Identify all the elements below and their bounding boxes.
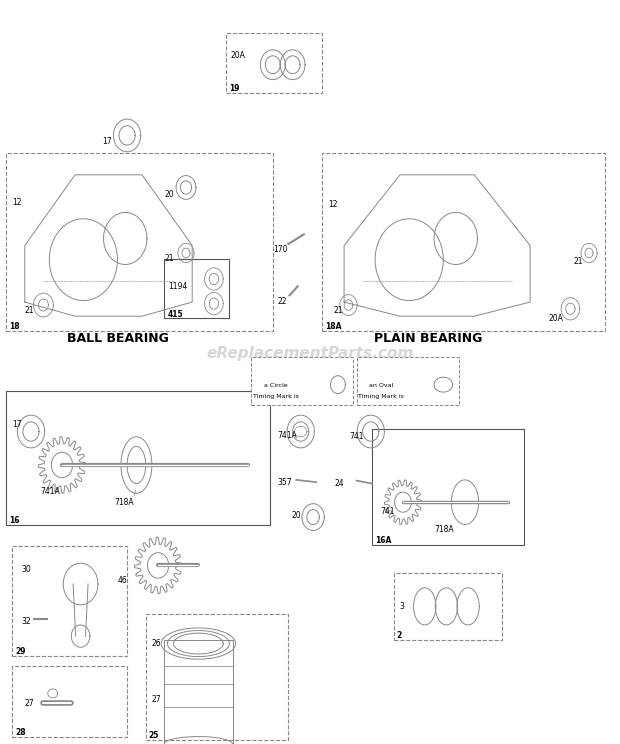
Text: 170: 170 — [273, 245, 287, 254]
Text: 1194: 1194 — [169, 282, 188, 291]
Text: 3: 3 — [400, 602, 405, 611]
FancyBboxPatch shape — [322, 153, 604, 331]
Text: 718A: 718A — [115, 498, 135, 507]
Text: BALL BEARING: BALL BEARING — [67, 332, 169, 345]
Text: 25: 25 — [149, 731, 159, 740]
FancyBboxPatch shape — [394, 573, 502, 640]
Text: 18A: 18A — [326, 322, 342, 331]
Text: 17: 17 — [102, 137, 112, 146]
Text: 741A: 741A — [40, 487, 60, 496]
Text: 718A: 718A — [434, 525, 454, 534]
Text: 21: 21 — [164, 254, 174, 263]
Text: 22: 22 — [278, 297, 287, 306]
Text: 741: 741 — [380, 507, 394, 516]
Text: Timing Mark is: Timing Mark is — [253, 394, 299, 400]
Text: 12: 12 — [12, 198, 22, 207]
Text: 24: 24 — [335, 479, 345, 488]
Text: 32: 32 — [22, 617, 32, 626]
FancyBboxPatch shape — [12, 546, 127, 656]
Text: 27: 27 — [25, 699, 35, 708]
FancyBboxPatch shape — [6, 153, 273, 331]
Text: 19: 19 — [229, 84, 240, 93]
FancyBboxPatch shape — [146, 614, 288, 740]
Text: 12: 12 — [329, 200, 338, 209]
Text: 357: 357 — [277, 478, 292, 487]
FancyBboxPatch shape — [226, 33, 322, 93]
FancyBboxPatch shape — [251, 357, 353, 405]
Text: 16: 16 — [9, 516, 20, 525]
Text: 21: 21 — [25, 307, 34, 315]
Text: 2: 2 — [397, 631, 402, 640]
Text: 27: 27 — [152, 695, 162, 704]
Text: a Circle: a Circle — [264, 383, 288, 388]
Text: 20A: 20A — [549, 314, 564, 323]
Text: 20: 20 — [164, 190, 174, 199]
Text: 26: 26 — [152, 639, 162, 648]
Text: Timing Mark is: Timing Mark is — [358, 394, 404, 400]
FancyBboxPatch shape — [372, 429, 524, 545]
FancyBboxPatch shape — [6, 391, 270, 525]
Text: 18: 18 — [9, 322, 20, 331]
Text: 16A: 16A — [375, 536, 391, 545]
Text: 21: 21 — [574, 257, 583, 266]
Text: 46: 46 — [118, 576, 128, 585]
Text: 17: 17 — [12, 420, 22, 429]
Text: eReplacementParts.com: eReplacementParts.com — [206, 346, 414, 361]
Text: 20A: 20A — [231, 51, 246, 60]
Text: 30: 30 — [22, 565, 32, 574]
Text: 21: 21 — [334, 307, 343, 315]
Text: 29: 29 — [16, 647, 26, 656]
FancyBboxPatch shape — [12, 666, 127, 737]
Text: PLAIN BEARING: PLAIN BEARING — [374, 332, 482, 345]
Text: 741A: 741A — [277, 431, 297, 440]
Text: an Oval: an Oval — [369, 383, 394, 388]
Text: 28: 28 — [16, 728, 26, 737]
FancyBboxPatch shape — [164, 259, 229, 318]
Text: 415: 415 — [167, 310, 183, 318]
Text: 741: 741 — [349, 432, 363, 441]
FancyBboxPatch shape — [356, 357, 459, 405]
Text: 20: 20 — [291, 511, 301, 520]
